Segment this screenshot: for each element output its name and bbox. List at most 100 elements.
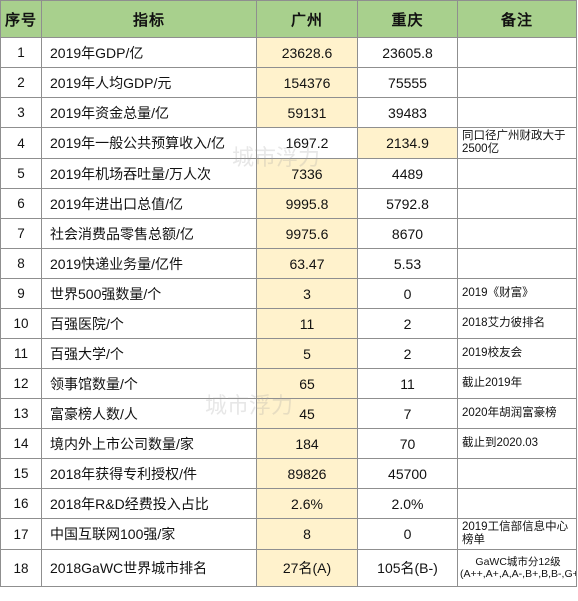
row-chongqing-value: 2.0% xyxy=(357,488,458,519)
row-guangzhou-value: 9975.6 xyxy=(256,218,358,249)
row-note xyxy=(457,158,577,189)
row-index: 2 xyxy=(0,67,42,98)
row-note: 2020年胡润富豪榜 xyxy=(457,398,577,429)
row-guangzhou-value: 11 xyxy=(256,308,358,339)
row-index: 7 xyxy=(0,218,42,249)
row-guangzhou-value: 63.47 xyxy=(256,248,358,279)
row-note xyxy=(457,248,577,279)
row-index: 17 xyxy=(0,518,42,550)
row-index: 11 xyxy=(0,338,42,369)
row-index: 12 xyxy=(0,368,42,399)
row-indicator: 领事馆数量/个 xyxy=(41,368,257,399)
row-index: 13 xyxy=(0,398,42,429)
row-indicator: 2018年获得专利授权/件 xyxy=(41,458,257,489)
table-row: 18 2018GaWC世界城市排名 27名(A) 105名(B-) GaWC城市分12级… xyxy=(0,549,577,587)
row-index: 5 xyxy=(0,158,42,189)
table-row: 13 富豪榜人数/人 45 7 2020年胡润富豪榜 xyxy=(0,398,577,429)
row-chongqing-value: 4489 xyxy=(357,158,458,189)
row-chongqing-value: 75555 xyxy=(357,67,458,98)
row-indicator: 2018年R&D经费投入占比 xyxy=(41,488,257,519)
row-chongqing-value: 2 xyxy=(357,338,458,369)
row-guangzhou-value: 184 xyxy=(256,428,358,459)
row-indicator: 百强大学/个 xyxy=(41,338,257,369)
row-index: 6 xyxy=(0,188,42,219)
row-guangzhou-value: 89826 xyxy=(256,458,358,489)
row-note: 截止2019年 xyxy=(457,368,577,399)
row-guangzhou-value: 27名(A) xyxy=(256,549,358,587)
row-indicator: 2018GaWC世界城市排名 xyxy=(41,549,257,587)
row-index: 9 xyxy=(0,278,42,309)
row-note xyxy=(457,218,577,249)
row-guangzhou-value: 9995.8 xyxy=(256,188,358,219)
header-chongqing: 重庆 xyxy=(357,0,458,38)
row-note: 2019校友会 xyxy=(457,338,577,369)
row-note xyxy=(457,488,577,519)
row-index: 16 xyxy=(0,488,42,519)
table-row: 9 世界500强数量/个 3 0 2019《财富》 xyxy=(0,278,577,309)
row-guangzhou-value: 1697.2 xyxy=(256,127,358,159)
row-note xyxy=(457,188,577,219)
row-note: 2018艾力彼排名 xyxy=(457,308,577,339)
row-chongqing-value: 39483 xyxy=(357,97,458,128)
row-guangzhou-value: 65 xyxy=(256,368,358,399)
header-note: 备注 xyxy=(457,0,577,38)
row-guangzhou-value: 2.6% xyxy=(256,488,358,519)
table-row: 6 2019年进出口总值/亿 9995.8 5792.8 xyxy=(0,188,577,219)
table-row: 12 领事馆数量/个 65 11 截止2019年 xyxy=(0,368,577,399)
row-indicator: 2019年进出口总值/亿 xyxy=(41,188,257,219)
table-row: 14 境内外上市公司数量/家 184 70 截止到2020.03 xyxy=(0,428,577,459)
row-guangzhou-value: 3 xyxy=(256,278,358,309)
header-index: 序号 xyxy=(0,0,42,38)
row-indicator: 2019年资金总量/亿 xyxy=(41,97,257,128)
row-index: 4 xyxy=(0,127,42,159)
row-index: 18 xyxy=(0,549,42,587)
row-note: 同口径广州财政大于2500亿 xyxy=(457,127,577,159)
row-index: 14 xyxy=(0,428,42,459)
row-chongqing-value: 0 xyxy=(357,278,458,309)
header-guangzhou: 广州 xyxy=(256,0,358,38)
row-note: 截止到2020.03 xyxy=(457,428,577,459)
table-row: 16 2018年R&D经费投入占比 2.6% 2.0% xyxy=(0,488,577,519)
header-indicator: 指标 xyxy=(41,0,257,38)
table-body: 1 2019年GDP/亿 23628.6 23605.8 2 2019年人均GDP/元 15… xyxy=(0,37,577,587)
row-indicator: 富豪榜人数/人 xyxy=(41,398,257,429)
row-note xyxy=(457,97,577,128)
row-note xyxy=(457,37,577,68)
table-row: 3 2019年资金总量/亿 59131 39483 xyxy=(0,97,577,128)
row-index: 3 xyxy=(0,97,42,128)
table-row: 17 中国互联网100强/家 8 0 2019工信部信息中心榜单 xyxy=(0,518,577,550)
row-indicator: 2019快递业务量/亿件 xyxy=(41,248,257,279)
row-index: 1 xyxy=(0,37,42,68)
row-indicator: 2019年GDP/亿 xyxy=(41,37,257,68)
row-guangzhou-value: 59131 xyxy=(256,97,358,128)
row-chongqing-value: 5792.8 xyxy=(357,188,458,219)
row-chongqing-value: 11 xyxy=(357,368,458,399)
header-row: 序号 指标 广州 重庆 备注 xyxy=(0,0,577,38)
table-row: 8 2019快递业务量/亿件 63.47 5.53 xyxy=(0,248,577,279)
table-row: 5 2019年机场吞吐量/万人次 7336 4489 xyxy=(0,158,577,189)
row-note xyxy=(457,458,577,489)
row-guangzhou-value: 8 xyxy=(256,518,358,550)
row-indicator: 社会消费品零售总额/亿 xyxy=(41,218,257,249)
row-note xyxy=(457,67,577,98)
table-row: 11 百强大学/个 5 2 2019校友会 xyxy=(0,338,577,369)
row-note: 2019工信部信息中心榜单 xyxy=(457,518,577,550)
row-indicator: 中国互联网100强/家 xyxy=(41,518,257,550)
row-chongqing-value: 7 xyxy=(357,398,458,429)
row-chongqing-value: 23605.8 xyxy=(357,37,458,68)
row-index: 10 xyxy=(0,308,42,339)
row-chongqing-value: 45700 xyxy=(357,458,458,489)
row-guangzhou-value: 45 xyxy=(256,398,358,429)
table-row: 1 2019年GDP/亿 23628.6 23605.8 xyxy=(0,37,577,68)
row-index: 8 xyxy=(0,248,42,279)
table-row: 4 2019年一般公共预算收入/亿 1697.2 2134.9 同口径广州财政大于250… xyxy=(0,127,577,159)
table-row: 15 2018年获得专利授权/件 89826 45700 xyxy=(0,458,577,489)
comparison-table: 序号 指标 广州 重庆 备注 1 2019年GDP/亿 23628.6 23605.8… xyxy=(0,0,577,587)
row-guangzhou-value: 154376 xyxy=(256,67,358,98)
row-guangzhou-value: 23628.6 xyxy=(256,37,358,68)
row-indicator: 2019年机场吞吐量/万人次 xyxy=(41,158,257,189)
row-indicator: 百强医院/个 xyxy=(41,308,257,339)
row-guangzhou-value: 7336 xyxy=(256,158,358,189)
row-chongqing-value: 70 xyxy=(357,428,458,459)
